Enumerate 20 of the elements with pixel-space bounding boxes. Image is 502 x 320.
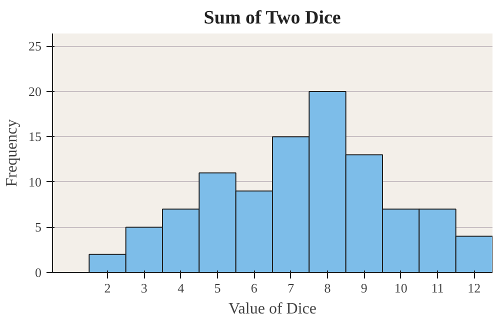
x-tick-label: 10 — [394, 280, 408, 296]
y-tick-label: 20 — [28, 84, 42, 99]
x-tick-label: 9 — [360, 280, 368, 296]
x-tick-label: 11 — [431, 280, 444, 296]
x-tick-label: 7 — [288, 280, 295, 296]
x-tick-label: 12 — [468, 280, 481, 296]
x-tick-label: 3 — [140, 280, 148, 296]
x-tick-label: 6 — [250, 280, 258, 296]
chart-title: Sum of Two Dice — [204, 8, 341, 28]
x-tick-label: 8 — [324, 280, 331, 296]
y-tick-label: 10 — [28, 174, 42, 190]
y-tick-label: 5 — [35, 220, 42, 235]
x-axis-title: Value of Dice — [228, 300, 316, 318]
y-tick-label: 0 — [35, 265, 42, 280]
y-axis-title: Frequency — [4, 119, 20, 187]
x-tick-label: 2 — [104, 280, 111, 296]
y-tick-label: 25 — [28, 38, 42, 54]
x-tick-label: 4 — [178, 280, 185, 296]
x-tick-label: 5 — [214, 280, 221, 296]
y-tick-label: 15 — [28, 129, 42, 144]
